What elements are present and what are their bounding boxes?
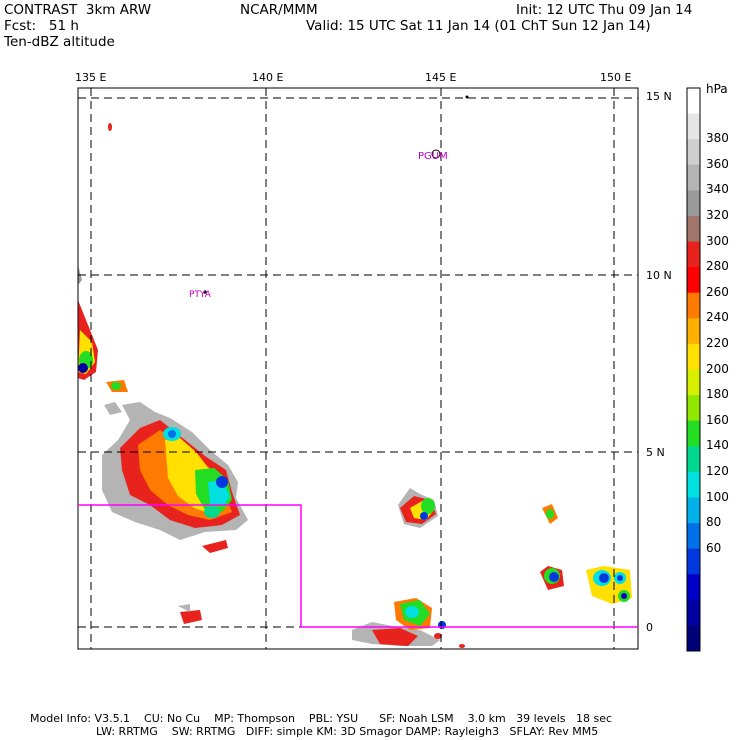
domain-boundary	[78, 504, 638, 628]
map-frame	[77, 87, 639, 650]
colorbar-label: 340	[706, 182, 729, 197]
forecast-hour: Fcst: 51 h	[4, 18, 79, 34]
model-title: CONTRAST 3km ARW	[4, 2, 152, 18]
colorbar-label: 260	[706, 284, 729, 299]
colorbar-swatch	[687, 190, 700, 217]
model-info-line2: LW: RRTMG SW: RRTMG DIFF: simple KM: 3D …	[96, 725, 599, 738]
colorbar-label: 320	[706, 208, 729, 222]
colorbar-swatch	[687, 523, 700, 550]
colorbar-label: 120	[706, 463, 729, 478]
colorbar-swatch	[687, 267, 700, 294]
colorbar-label: 220	[706, 335, 729, 350]
colorbar-label: 200	[706, 361, 729, 376]
colorbar-unit: hPa	[706, 82, 728, 96]
colorbar-swatch	[687, 599, 700, 626]
colorbar-swatch	[687, 625, 700, 652]
island-dot	[465, 95, 469, 99]
colorbar-swatch	[687, 471, 700, 498]
valid-time: Valid: 15 UTC Sat 11 Jan 14 (01 ChT Sun …	[306, 18, 651, 34]
colorbar-swatch	[687, 139, 700, 166]
colorbar-swatch	[687, 574, 700, 601]
lat-label-0: 0	[646, 621, 653, 634]
colorbar-swatch	[687, 88, 700, 115]
colorbar-label: 100	[706, 489, 729, 504]
lat-label-5n: 5 N	[646, 446, 665, 459]
station-label-pgum: PGUM	[418, 151, 448, 162]
model-info-line1: Model Info: V3.5.1 CU: No Cu MP: Thompso…	[30, 712, 613, 725]
lon-label-140: 140 E	[252, 71, 284, 84]
lon-label-135: 135 E	[75, 71, 107, 84]
echo-field	[78, 123, 632, 648]
colorbar-label: 160	[706, 412, 729, 427]
field-name: Ten-dBZ altitude	[4, 34, 115, 50]
station-marker-ptya	[203, 290, 207, 294]
colorbar-label: 280	[706, 259, 729, 274]
org-label: NCAR/MMM	[240, 2, 318, 18]
colorbar-label: 80	[706, 515, 722, 529]
colorbar-swatch	[687, 497, 700, 524]
colorbar-swatch	[687, 343, 700, 370]
colorbar-swatch	[687, 548, 700, 575]
colorbar-label: 360	[706, 156, 729, 171]
colorbar-swatch	[687, 318, 700, 345]
colorbar-swatch	[687, 369, 700, 396]
colorbar-label: 300	[706, 233, 729, 248]
station-label-ptya: PTYA	[189, 290, 211, 300]
colorbar-swatch	[687, 215, 700, 243]
colorbar	[686, 87, 701, 652]
colorbar-swatch	[687, 395, 700, 422]
lon-label-145: 145 E	[425, 71, 457, 84]
init-time: Init: 12 UTC Thu 09 Jan 14	[516, 2, 693, 18]
lat-lon-grid	[78, 88, 638, 649]
colorbar-swatch	[687, 164, 700, 191]
lon-label-150: 150 E	[600, 71, 632, 84]
colorbar-swatch	[687, 446, 700, 473]
colorbar-label: 380	[706, 131, 729, 146]
station-marker-pgum	[431, 149, 441, 159]
colorbar-swatch	[687, 113, 700, 140]
colorbar-frame	[686, 87, 701, 652]
colorbar-label: 60	[706, 540, 722, 555]
lat-label-15n: 15 N	[646, 90, 672, 103]
colorbar-label: 140	[706, 438, 729, 453]
colorbar-label: 240	[706, 310, 729, 325]
lat-label-10n: 10 N	[646, 269, 672, 282]
colorbar-swatch	[687, 420, 700, 447]
colorbar-label: 180	[706, 387, 729, 402]
colorbar-swatch	[687, 241, 700, 268]
colorbar-swatch	[687, 292, 700, 319]
